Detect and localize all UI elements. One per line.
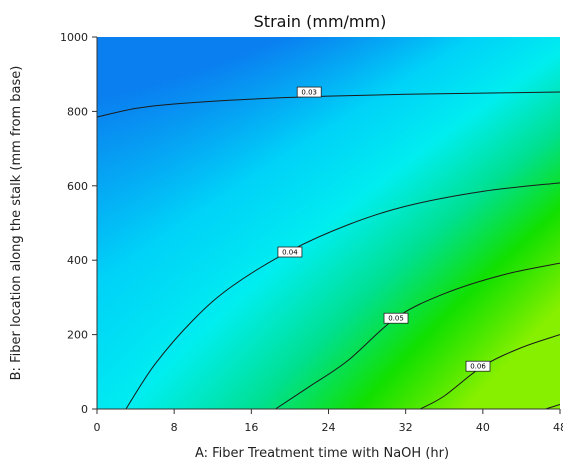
- x-tick-label: 16: [244, 421, 258, 434]
- x-tick-label: 0: [94, 421, 101, 434]
- contour-labels: 0.03 0.04 0.05 0.06: [277, 86, 491, 372]
- contour-label-0.04: 0.04: [277, 246, 303, 258]
- y-tick-label: 400: [67, 254, 88, 267]
- contour-label-box: [383, 312, 409, 324]
- y-tick-label: 1000: [60, 31, 88, 44]
- y-ticks: 0 200 400 600 800 1000: [60, 31, 97, 416]
- contour-label-0.05: 0.05: [383, 312, 409, 324]
- contour-label-text: 0.03: [301, 89, 317, 97]
- x-tick-label: 8: [171, 421, 178, 434]
- contour-label-text: 0.06: [470, 363, 486, 371]
- x-tick-label: 24: [322, 421, 336, 434]
- y-tick-label: 200: [67, 329, 88, 342]
- plot-area: 0.03 0.04 0.05 0.06: [97, 37, 560, 409]
- x-ticks: 0 8 16 24 32 40 48: [94, 409, 563, 434]
- y-tick-label: 800: [67, 105, 88, 118]
- x-tick-label: 48: [553, 421, 563, 434]
- y-axis-label: B: Fiber location along the stalk (mm fr…: [9, 66, 24, 381]
- contour-label-0.03: 0.03: [296, 86, 322, 98]
- chart-title: Strain (mm/mm): [254, 12, 387, 31]
- contour-label-text: 0.05: [388, 315, 404, 323]
- contour-label-text: 0.04: [282, 249, 298, 257]
- x-tick-label: 32: [399, 421, 413, 434]
- y-tick-label: 600: [67, 180, 88, 193]
- contour-label-box: [465, 360, 491, 372]
- x-tick-label: 40: [476, 421, 490, 434]
- strain-heatmap: [97, 37, 560, 409]
- contour-label-box: [277, 246, 303, 258]
- y-tick-label: 0: [81, 403, 88, 416]
- x-axis-label: A: Fiber Treatment time with NaOH (hr): [195, 446, 449, 461]
- contour-label-box: [296, 86, 322, 98]
- contour-label-0.06: 0.06: [465, 360, 491, 372]
